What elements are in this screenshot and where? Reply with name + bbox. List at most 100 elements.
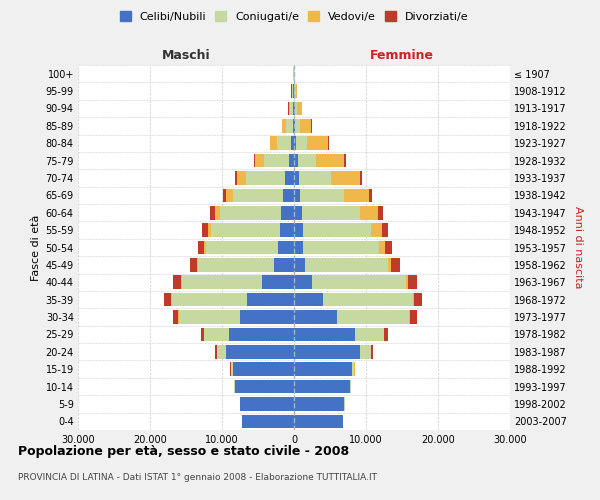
Text: Popolazione per età, sesso e stato civile - 2008: Popolazione per età, sesso e stato civil… xyxy=(18,445,349,458)
Bar xyxy=(299,171,331,185)
Bar xyxy=(264,154,289,168)
Bar xyxy=(211,224,280,237)
Bar xyxy=(230,362,233,376)
Bar xyxy=(296,84,297,98)
Bar xyxy=(286,119,293,132)
Bar xyxy=(298,154,316,168)
Text: Maschi: Maschi xyxy=(161,48,211,62)
Bar xyxy=(307,136,328,150)
Bar xyxy=(293,119,294,132)
Bar xyxy=(331,171,360,185)
Text: PROVINCIA DI LATINA - Dati ISTAT 1° gennaio 2008 - Elaborazione TUTTITALIA.IT: PROVINCIA DI LATINA - Dati ISTAT 1° genn… xyxy=(18,472,377,482)
Bar xyxy=(295,84,296,98)
Bar xyxy=(289,154,294,168)
Bar xyxy=(211,206,215,220)
Legend: Celibi/Nubili, Coniugati/e, Vedovi/e, Divorziati/e: Celibi/Nubili, Coniugati/e, Vedovi/e, Di… xyxy=(116,8,472,25)
Bar xyxy=(371,345,373,358)
Bar xyxy=(247,293,294,306)
Bar xyxy=(235,380,294,394)
Bar xyxy=(379,240,385,254)
Bar xyxy=(382,224,388,237)
Bar xyxy=(204,240,206,254)
Bar xyxy=(388,258,391,272)
Bar xyxy=(283,188,294,202)
Bar xyxy=(391,258,400,272)
Bar xyxy=(234,380,235,394)
Bar xyxy=(202,224,208,237)
Bar xyxy=(286,171,294,185)
Bar xyxy=(240,310,294,324)
Bar xyxy=(295,119,300,132)
Bar xyxy=(294,188,301,202)
Bar xyxy=(223,188,226,202)
Bar xyxy=(235,171,237,185)
Bar xyxy=(294,345,360,358)
Bar xyxy=(294,293,323,306)
Bar xyxy=(350,380,351,394)
Bar xyxy=(294,380,350,394)
Bar xyxy=(294,258,305,272)
Bar xyxy=(298,102,302,115)
Bar xyxy=(312,276,406,289)
Bar xyxy=(242,414,294,428)
Bar xyxy=(294,240,304,254)
Bar xyxy=(215,206,220,220)
Bar xyxy=(240,397,294,410)
Bar xyxy=(337,310,409,324)
Bar xyxy=(278,240,294,254)
Bar xyxy=(206,240,278,254)
Bar xyxy=(233,362,294,376)
Bar xyxy=(302,224,371,237)
Bar xyxy=(410,310,416,324)
Bar xyxy=(201,328,203,341)
Bar xyxy=(409,310,410,324)
Bar xyxy=(173,276,181,289)
Bar xyxy=(204,328,229,341)
Bar xyxy=(294,397,344,410)
Y-axis label: Anni di nascita: Anni di nascita xyxy=(572,206,583,289)
Bar xyxy=(414,293,422,306)
Bar xyxy=(385,240,392,254)
Bar xyxy=(269,136,270,150)
Bar xyxy=(220,206,281,220)
Bar xyxy=(304,240,379,254)
Bar xyxy=(217,345,226,358)
Bar xyxy=(406,276,408,289)
Bar xyxy=(197,258,198,272)
Bar xyxy=(292,84,293,98)
Bar xyxy=(296,136,307,150)
Bar xyxy=(302,206,359,220)
Bar xyxy=(171,293,172,306)
Bar xyxy=(344,188,369,202)
Bar xyxy=(172,293,247,306)
Bar xyxy=(173,310,178,324)
Bar xyxy=(237,171,246,185)
Bar xyxy=(246,171,286,185)
Bar xyxy=(371,224,382,237)
Bar xyxy=(198,258,274,272)
Bar xyxy=(408,276,417,289)
Bar xyxy=(226,345,294,358)
Bar xyxy=(300,119,311,132)
Bar xyxy=(164,293,171,306)
Bar xyxy=(294,102,295,115)
Bar xyxy=(270,136,277,150)
Bar xyxy=(369,188,373,202)
Bar xyxy=(182,276,262,289)
Bar xyxy=(190,258,197,272)
Bar xyxy=(355,328,384,341)
Bar xyxy=(294,136,296,150)
Y-axis label: Fasce di età: Fasce di età xyxy=(31,214,41,280)
Bar xyxy=(233,188,283,202)
Bar xyxy=(294,362,352,376)
Bar xyxy=(294,310,337,324)
Bar xyxy=(294,119,295,132)
Bar xyxy=(281,206,294,220)
Bar xyxy=(294,154,298,168)
Bar xyxy=(294,328,355,341)
Bar xyxy=(360,171,362,185)
Bar xyxy=(301,188,344,202)
Bar xyxy=(283,119,286,132)
Bar xyxy=(290,102,293,115)
Bar xyxy=(291,136,294,150)
